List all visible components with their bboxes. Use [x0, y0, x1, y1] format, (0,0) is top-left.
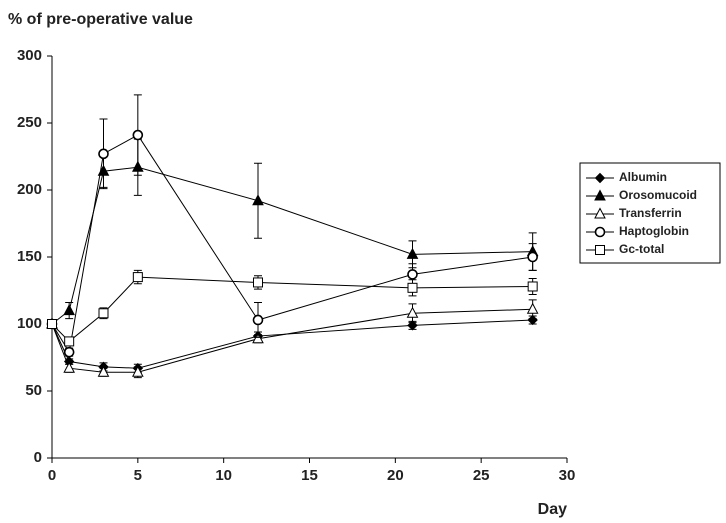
- marker: [527, 251, 538, 263]
- marker: [594, 207, 606, 219]
- marker: [526, 302, 539, 314]
- marker: [98, 308, 109, 319]
- y-tick-label: 0: [34, 449, 42, 466]
- marker: [527, 281, 538, 292]
- y-tick-label: 200: [17, 181, 42, 198]
- marker: [406, 247, 419, 259]
- marker: [407, 269, 418, 280]
- legend-label: Orosomucoid: [619, 188, 697, 202]
- legend-label: Haptoglobin: [619, 224, 689, 238]
- x-tick-label: 25: [473, 467, 490, 484]
- series-line: [51, 308, 533, 373]
- marker: [252, 314, 264, 326]
- marker: [406, 306, 419, 318]
- x-tick-label: 10: [215, 467, 232, 484]
- x-tick-label: 5: [134, 467, 142, 484]
- x-tick-label: 30: [559, 467, 576, 484]
- series-line: [51, 134, 533, 354]
- marker: [253, 277, 263, 288]
- y-tick-label: 150: [17, 248, 42, 265]
- y-tick-label: 100: [17, 315, 42, 332]
- legend-label: Transferrin: [619, 206, 682, 220]
- series-line: [51, 276, 533, 343]
- marker: [594, 189, 606, 201]
- y-tick-label: 50: [25, 382, 42, 399]
- marker: [64, 336, 75, 347]
- marker: [132, 272, 143, 283]
- series-line: [51, 319, 533, 369]
- marker: [594, 226, 606, 238]
- marker: [595, 245, 605, 255]
- legend-label: Albumin: [619, 170, 667, 184]
- x-tick-label: 15: [301, 467, 318, 484]
- x-tick-label: 0: [48, 467, 56, 484]
- y-tick-label: 250: [17, 114, 42, 131]
- y-tick-label: 300: [17, 47, 42, 64]
- marker: [132, 129, 144, 141]
- marker: [63, 346, 75, 358]
- marker: [63, 304, 75, 316]
- x-axis-title: Day: [538, 501, 567, 518]
- marker: [252, 332, 264, 344]
- marker: [47, 319, 57, 329]
- marker: [97, 365, 110, 377]
- marker: [407, 282, 418, 293]
- marker: [63, 361, 75, 373]
- marker: [132, 365, 144, 377]
- x-tick-label: 20: [387, 467, 404, 484]
- marker: [98, 148, 109, 160]
- marker: [594, 172, 606, 184]
- legend-label: Gc-total: [619, 242, 664, 256]
- marker: [252, 194, 264, 206]
- y-axis-title: % of pre-operative value: [8, 11, 193, 28]
- series-line: [51, 166, 533, 325]
